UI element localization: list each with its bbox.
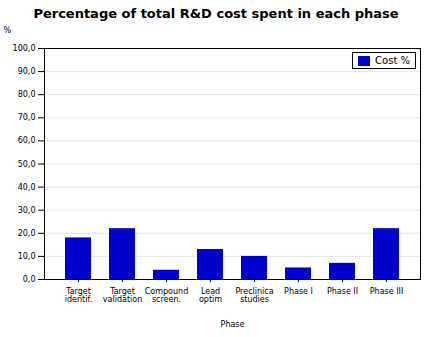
svg-text:70,0: 70,0: [18, 113, 36, 122]
svg-text:80,0: 80,0: [18, 90, 36, 99]
svg-text:Compoundscreen.: Compoundscreen.: [145, 287, 188, 304]
svg-text:Phase: Phase: [221, 320, 245, 329]
svg-text:%: %: [4, 26, 12, 35]
svg-text:Targetidentif.: Targetidentif.: [65, 287, 92, 304]
svg-text:0,0: 0,0: [23, 275, 36, 284]
html-text:Cost %: Cost %: [375, 55, 410, 66]
svg-text:10,0: 10,0: [18, 252, 36, 261]
svg-text:90,0: 90,0: [18, 67, 36, 76]
html-text:Percentage of total R&D cost s: Percentage of total R&D cost spent in ea…: [33, 6, 399, 21]
svg-text:20,0: 20,0: [18, 229, 36, 238]
svg-text:Phase III: Phase III: [370, 287, 404, 296]
svg-text:30,0: 30,0: [18, 206, 36, 215]
svg-text:Phase I: Phase I: [284, 287, 313, 296]
svg-text:Preclinicastudies: Preclinicastudies: [235, 287, 273, 304]
svg-text:Phase II: Phase II: [327, 287, 358, 296]
svg-text:40,0: 40,0: [18, 183, 36, 192]
svg-text:Leadoptim: Leadoptim: [199, 287, 222, 304]
svg-text:60,0: 60,0: [18, 136, 36, 145]
svg-text:100,0: 100,0: [13, 44, 36, 53]
svg-text:50,0: 50,0: [18, 160, 36, 169]
svg-text:Targetvalidation: Targetvalidation: [103, 287, 142, 304]
